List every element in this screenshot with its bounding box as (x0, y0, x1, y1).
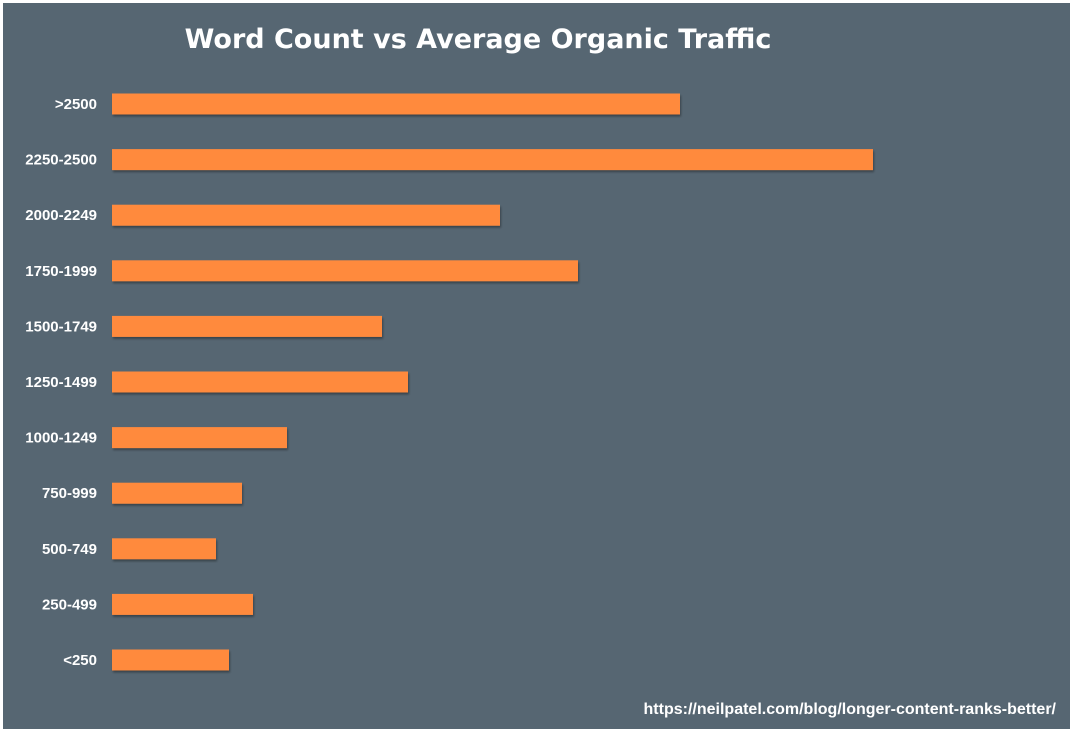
bar (112, 649, 229, 671)
bar (112, 260, 578, 282)
y-tick-label: 1500-1749 (25, 318, 97, 335)
bar (112, 427, 287, 449)
bar (112, 315, 382, 337)
y-tick-label: 2000-2249 (25, 207, 97, 224)
bar (112, 149, 873, 171)
y-tick-label: 2250-2500 (25, 152, 97, 169)
bar (112, 93, 680, 115)
bar (112, 593, 253, 615)
bar (112, 538, 216, 560)
y-axis-tick-labels: >2500 2250-2500 2000-2249 1750-1999 1500-174… (25, 96, 97, 669)
chart-frame: Word Count vs Average Organic Traffic >2… (3, 3, 1070, 729)
y-tick-label: 500-749 (42, 541, 97, 558)
y-tick-label: 750-999 (42, 485, 97, 502)
bar (112, 371, 408, 393)
y-tick-label: 1000-1249 (25, 430, 97, 447)
y-tick-label: 1250-1499 (25, 374, 97, 391)
source-url: https://neilpatel.com/blog/longer-conten… (644, 701, 1057, 718)
bar (112, 482, 242, 504)
bars (112, 93, 873, 671)
bar-chart: Word Count vs Average Organic Traffic >2… (25, 24, 1057, 718)
y-tick-label: <250 (63, 652, 97, 669)
y-tick-label: >2500 (55, 96, 97, 113)
y-tick-label: 250-499 (42, 596, 97, 613)
y-tick-label: 1750-1999 (25, 263, 97, 280)
bar (112, 204, 500, 226)
chart-title: Word Count vs Average Organic Traffic (185, 24, 772, 55)
